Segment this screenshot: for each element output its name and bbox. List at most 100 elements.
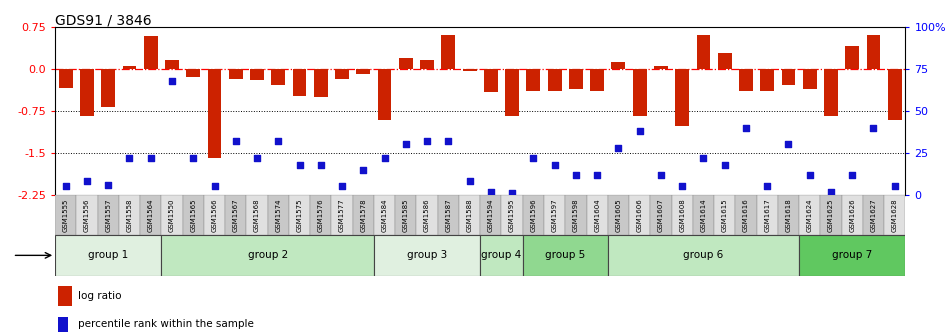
Text: GSM1588: GSM1588 [466,198,472,232]
Bar [675,69,689,126]
Point [802,172,817,177]
Point [355,167,370,172]
Point [58,184,73,189]
Text: GSM1607: GSM1607 [658,198,664,232]
Point [632,128,647,134]
Point [314,162,329,167]
Text: GSM1596: GSM1596 [530,198,537,232]
Point [504,191,520,196]
Bar [863,195,884,235]
Bar [693,195,714,235]
Text: GSM1608: GSM1608 [679,198,685,232]
Bar [888,69,902,120]
Point [250,155,265,161]
Bar [310,195,332,235]
Bar [80,69,94,117]
Point [462,179,477,184]
Bar [463,69,477,71]
Text: GSM1574: GSM1574 [276,198,281,232]
Point [695,155,711,161]
Bar [374,195,395,235]
Point [271,138,286,144]
Text: log ratio: log ratio [78,291,122,301]
Text: GSM1558: GSM1558 [126,198,132,232]
Text: GSM1567: GSM1567 [233,198,238,232]
Bar [208,69,221,159]
Bar [225,195,246,235]
Bar [612,62,625,69]
Bar [143,36,158,69]
Point [845,172,860,177]
Bar [416,195,438,235]
Bar [544,195,565,235]
Bar [484,69,498,92]
Bar [821,195,842,235]
Bar [718,53,732,69]
Point [611,145,626,151]
Point [292,162,307,167]
Bar [162,195,182,235]
Text: GSM1624: GSM1624 [807,198,812,232]
Point [674,184,690,189]
Bar [608,195,629,235]
Bar [76,195,98,235]
Bar [866,35,881,69]
Text: GSM1617: GSM1617 [764,198,770,232]
Bar [289,195,311,235]
Text: GSM1565: GSM1565 [190,198,197,232]
Text: group 3: group 3 [407,250,447,260]
Point [143,155,159,161]
Bar [522,195,544,235]
Bar [586,195,608,235]
Bar [565,195,586,235]
Bar [352,195,374,235]
Bar [335,69,349,79]
Point [334,184,350,189]
Text: GSM1577: GSM1577 [339,198,345,232]
Bar [165,60,179,69]
Bar [204,195,225,235]
Text: GSM1576: GSM1576 [318,198,324,232]
Bar [268,195,289,235]
Bar [314,69,328,97]
Text: GSM1605: GSM1605 [616,198,621,232]
Text: GSM1587: GSM1587 [446,198,451,232]
Point [781,142,796,147]
Bar [569,69,582,89]
Text: GSM1606: GSM1606 [636,198,642,232]
Point [122,155,137,161]
Text: GSM1628: GSM1628 [892,198,898,232]
Bar [374,235,481,276]
Bar [590,69,604,91]
Point [101,182,116,187]
Bar [442,35,455,69]
Text: GSM1585: GSM1585 [403,198,408,232]
Bar [332,195,352,235]
Point [760,184,775,189]
Text: group 2: group 2 [248,250,288,260]
Point [568,172,583,177]
Text: GSM1598: GSM1598 [573,198,579,232]
Bar [141,195,162,235]
Bar [505,69,519,117]
Bar [186,69,200,77]
Text: group 6: group 6 [683,250,724,260]
Text: GSM1616: GSM1616 [743,198,749,232]
Point [738,125,753,130]
Bar [58,317,68,332]
Point [207,184,222,189]
Bar [399,58,412,69]
Bar [438,195,459,235]
Text: GSM1555: GSM1555 [63,198,68,232]
Bar [803,69,817,89]
Text: GDS91 / 3846: GDS91 / 3846 [55,13,152,28]
Bar [293,69,307,96]
Bar [162,235,374,276]
Text: GSM1614: GSM1614 [700,198,707,232]
Bar [459,195,481,235]
Bar [672,195,693,235]
Text: GSM1556: GSM1556 [84,198,90,232]
Bar [59,69,72,88]
Bar [526,69,541,91]
Text: GSM1564: GSM1564 [148,198,154,232]
